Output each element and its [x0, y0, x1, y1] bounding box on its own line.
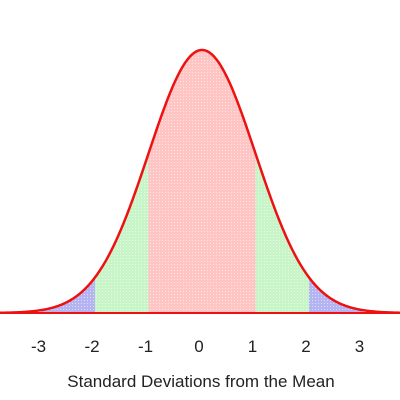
x-tick-label: 2: [301, 337, 310, 356]
x-tick-label: -3: [31, 337, 46, 356]
band-texture-0: [148, 50, 256, 313]
x-tick-label: 3: [355, 337, 364, 356]
x-tick-label: -2: [84, 337, 99, 356]
band-texture-3: [41, 277, 95, 313]
normal-curve-line: [0, 48, 400, 315]
x-tick-label: 1: [248, 337, 257, 356]
band-texture-4: [309, 277, 363, 313]
shaded-bands: [41, 50, 363, 313]
x-tick-label: 0: [194, 337, 203, 356]
x-axis-title: Standard Deviations from the Mean: [67, 372, 334, 391]
x-tick-label: -1: [138, 337, 153, 356]
x-axis-ticks: -3 -2 -1 0 1 2 3: [31, 337, 364, 356]
curve-layer: [0, 48, 400, 315]
